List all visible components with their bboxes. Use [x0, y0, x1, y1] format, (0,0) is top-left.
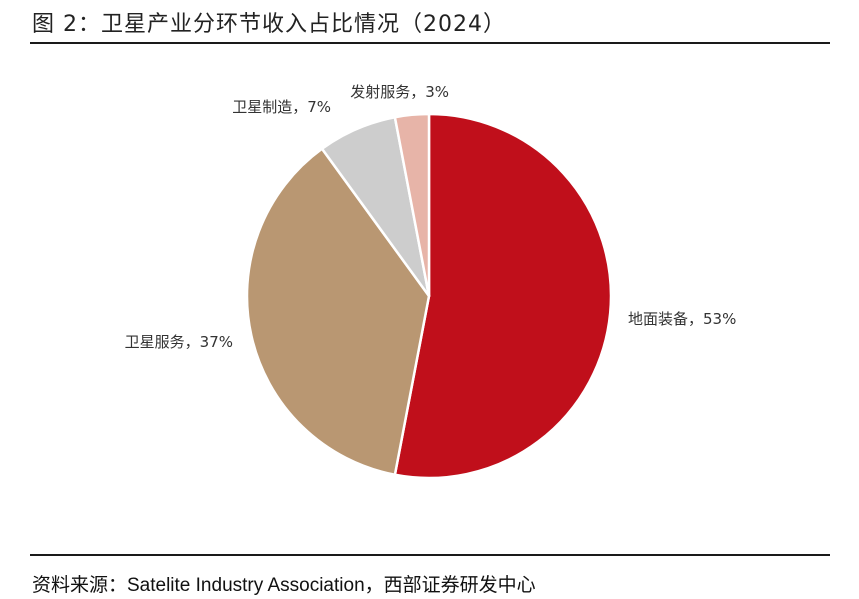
slice-label-1: 地面装备，53% [628, 310, 736, 328]
pie-slice-4 [393, 112, 431, 298]
pie-slice-1 [393, 112, 613, 480]
bottom-rule [30, 554, 830, 556]
chart-title: 图 2：卫星产业分环节收入占比情况（2024） [32, 12, 506, 37]
slice-label-3: 卫星制造，7% [232, 98, 331, 116]
source-note: 资料来源：Satelite Industry Association，西部证券研… [32, 575, 536, 596]
top-rule [30, 42, 830, 44]
slice-label-2: 卫星服务，37% [125, 333, 233, 351]
slice-label-4: 发射服务，3% [350, 83, 449, 101]
pie-slice-2 [245, 147, 431, 477]
